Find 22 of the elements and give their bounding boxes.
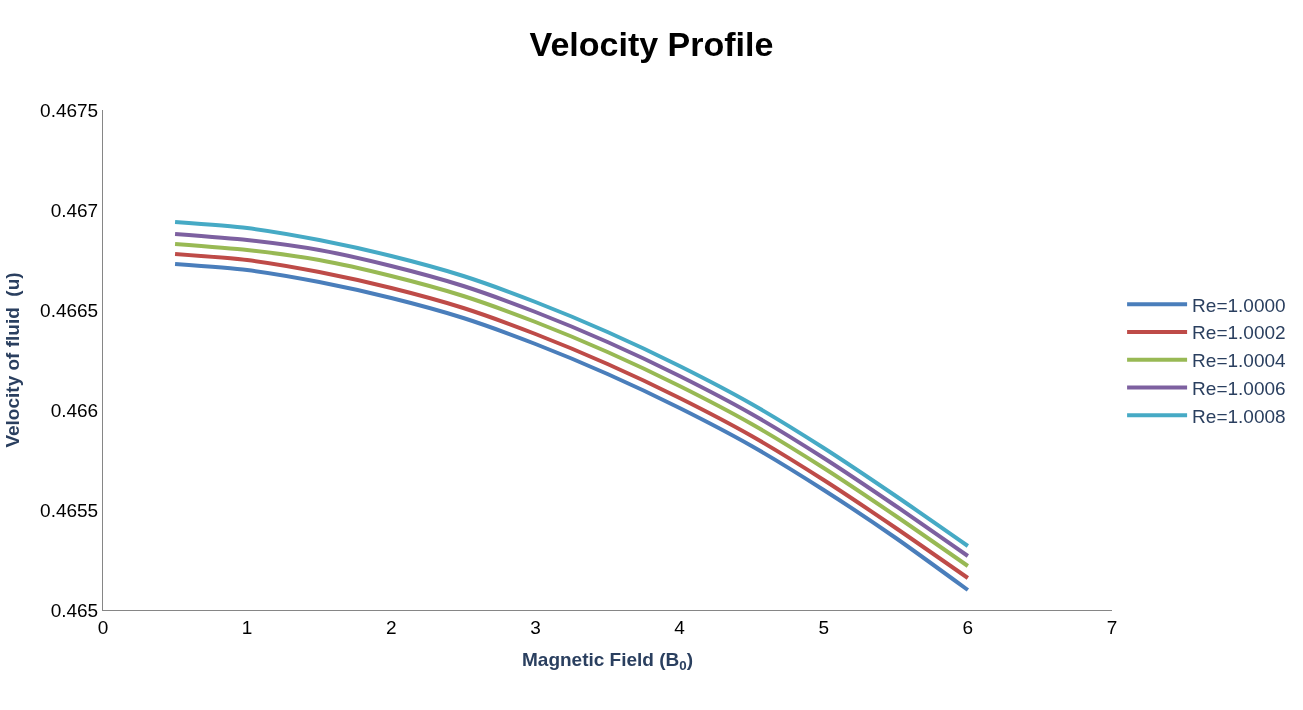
x-tick-label: 4 [674,616,686,638]
y-tick-label: 0.467 [50,199,99,221]
legend-label: Re=1.0002 [1192,322,1286,344]
x-tick-label: 3 [530,616,541,638]
y-tick-label: 0.4655 [40,499,99,521]
legend-label: Re=1.0000 [1192,294,1286,316]
y-tick-label: 0.466 [50,399,99,421]
x-axis-title: Magnetic Field (B$_{0}$) [521,648,694,673]
chart-title: Velocity Profile [529,24,774,63]
x-tick-label: 1 [241,616,253,638]
x-tick-label: 5 [818,616,829,638]
legend-label: Re=1.0004 [1192,350,1287,372]
y-tick-label: 0.4675 [40,99,99,121]
x-tick-label: 6 [962,616,974,638]
legend-label: Re=1.0008 [1192,405,1286,427]
legend-label: Re=1.0006 [1192,377,1286,399]
y-axis-title: Velocity of fluid (u) [1,272,23,448]
x-tick-label: 2 [386,616,397,638]
x-tick-label: 0 [97,616,109,638]
x-tick-label: 7 [1106,616,1118,638]
y-tick-label: 0.4665 [40,299,99,321]
y-tick-label: 0.465 [50,599,99,621]
